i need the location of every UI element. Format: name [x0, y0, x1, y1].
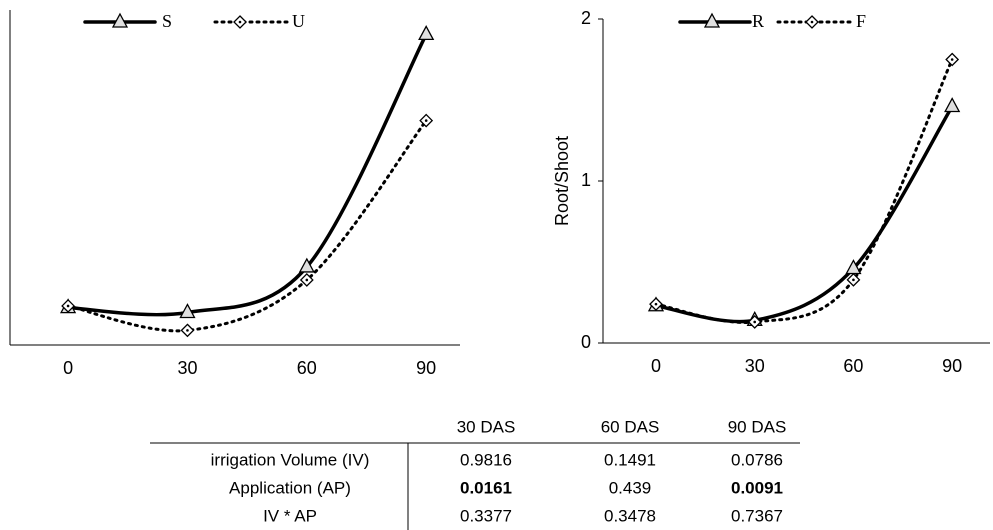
- marker-dot: [753, 320, 757, 324]
- x-tick-label: 30: [177, 358, 197, 378]
- series-line: [654, 58, 954, 325]
- x-tick-label: 0: [63, 358, 73, 378]
- marker-dot: [852, 278, 855, 282]
- table-cell: 0.3478: [604, 506, 656, 525]
- y-tick-label: 1: [581, 170, 591, 190]
- marker-dot: [66, 304, 70, 308]
- legend-marker: [703, 12, 721, 28]
- data-point: [179, 303, 196, 319]
- x-tick-label: 30: [745, 356, 765, 376]
- legend-label: F: [856, 11, 866, 31]
- table-cell: 0.7367: [731, 506, 783, 525]
- marker-dot: [654, 302, 658, 306]
- y-tick-label: 2: [581, 8, 591, 28]
- row-label: irrigation Volume (IV): [211, 450, 370, 469]
- y-axis-label: Root/Shoot: [552, 136, 572, 226]
- table-cell: 0.0091: [731, 478, 783, 497]
- legend-label: S: [162, 11, 172, 31]
- x-tick-label: 90: [416, 358, 436, 378]
- legend-label: U: [292, 11, 305, 31]
- row-label: IV * AP: [263, 506, 317, 525]
- x-tick-label: 60: [843, 356, 863, 376]
- table-cell: 0.0161: [460, 478, 512, 497]
- legend-label: R: [752, 11, 764, 31]
- x-tick-label: 60: [297, 358, 317, 378]
- series-line: [654, 104, 954, 324]
- data-point: [418, 25, 435, 41]
- data-point: [944, 97, 961, 113]
- row-label: Application (AP): [229, 478, 351, 497]
- legend-marker: [111, 12, 129, 28]
- marker-dot: [305, 278, 309, 282]
- table-cell: 0.0786: [731, 450, 783, 469]
- marker-dot: [186, 329, 189, 332]
- marker-dot: [424, 119, 428, 122]
- table-cell: 0.1491: [604, 450, 656, 469]
- table-cell: 0.3377: [460, 506, 512, 525]
- marker-dot: [810, 20, 814, 24]
- table-cell: 0.9816: [460, 450, 512, 469]
- y-tick-label: 0: [581, 332, 591, 352]
- data-point: [298, 257, 315, 273]
- x-tick-label: 90: [942, 356, 962, 376]
- table-cell: 0.439: [609, 478, 652, 497]
- series-line: [66, 32, 428, 317]
- marker-dot: [950, 58, 954, 61]
- table-header: 60 DAS: [601, 417, 660, 436]
- table-header: 90 DAS: [728, 417, 787, 436]
- x-tick-label: 0: [651, 356, 661, 376]
- marker-dot: [238, 20, 242, 24]
- table-header: 30 DAS: [457, 417, 516, 436]
